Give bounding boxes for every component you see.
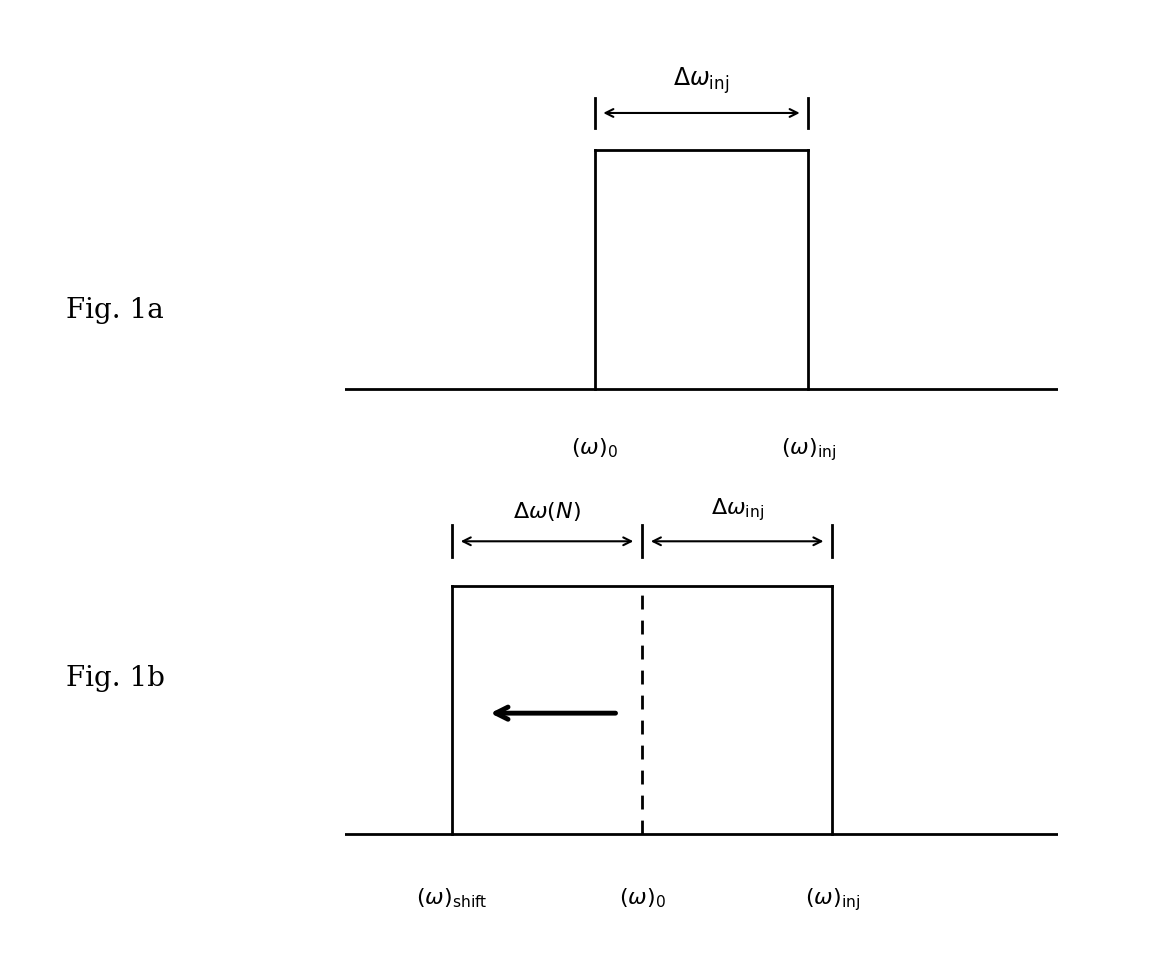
Text: $\Delta\omega(N)$: $\Delta\omega(N)$ [513, 500, 581, 522]
Text: $(\omega)_{\mathrm{shift}}$: $(\omega)_{\mathrm{shift}}$ [416, 885, 488, 909]
Text: $\Delta\omega_{\mathrm{inj}}$: $\Delta\omega_{\mathrm{inj}}$ [711, 496, 764, 522]
Text: $\Delta\omega_{\mathrm{inj}}$: $\Delta\omega_{\mathrm{inj}}$ [674, 65, 729, 96]
Text: Fig. 1a: Fig. 1a [67, 297, 164, 324]
Text: $(\omega)_{\mathrm{inj}}$: $(\omega)_{\mathrm{inj}}$ [805, 885, 860, 912]
Text: $(\omega)_0$: $(\omega)_0$ [619, 885, 666, 909]
Text: $(\omega)_0$: $(\omega)_0$ [572, 436, 618, 459]
Text: Fig. 1b: Fig. 1b [66, 665, 164, 692]
Text: $(\omega)_{\mathrm{inj}}$: $(\omega)_{\mathrm{inj}}$ [781, 436, 836, 463]
